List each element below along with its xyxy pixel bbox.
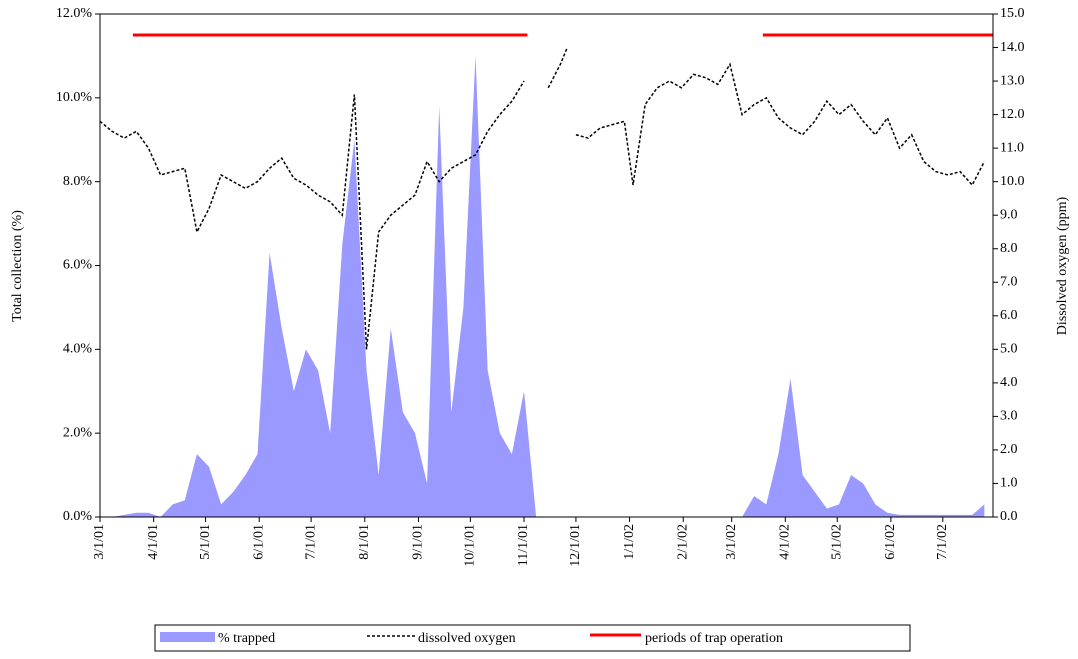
x-tick-label: 9/1/01	[411, 524, 426, 560]
y2-axis-title: Dissolved oxygen (ppm)	[1055, 196, 1070, 335]
y2-tick-label: 10.0	[1000, 174, 1025, 189]
x-tick-label: 12/1/01	[568, 524, 583, 567]
x-tick-label: 5/1/01	[198, 524, 213, 560]
y2-tick-label: 12.0	[1000, 107, 1025, 122]
y2-tick-label: 2.0	[1000, 442, 1018, 457]
y2-tick-label: 11.0	[1000, 140, 1024, 155]
x-tick-label: 7/1/02	[935, 524, 950, 560]
legend-label: periods of trap operation	[645, 631, 783, 646]
y2-tick-label: 15.0	[1000, 6, 1025, 21]
y-tick-label: 0.0%	[63, 509, 93, 524]
y2-tick-label: 13.0	[1000, 73, 1025, 88]
y2-tick-label: 5.0	[1000, 342, 1018, 357]
area	[100, 55, 985, 518]
y-tick-label: 6.0%	[63, 258, 93, 273]
x-tick-label: 6/1/02	[883, 524, 898, 560]
x-tick-label: 6/1/01	[251, 524, 266, 560]
y-tick-label: 12.0%	[56, 6, 93, 21]
x-tick-label: 5/1/02	[829, 524, 844, 560]
y2-tick-label: 8.0	[1000, 241, 1018, 256]
y2-tick-label: 7.0	[1000, 274, 1018, 289]
y2-tick-label: 9.0	[1000, 207, 1018, 222]
y2-tick-label: 14.0	[1000, 40, 1025, 55]
x-tick-label: 1/1/02	[622, 524, 637, 560]
y2-tick-label: 0.0	[1000, 509, 1018, 524]
legend-label: dissolved oxygen	[418, 631, 516, 646]
y2-tick-label: 4.0	[1000, 375, 1018, 390]
x-tick-label: 4/1/01	[146, 524, 161, 560]
x-tick-label: 10/1/01	[463, 524, 478, 567]
x-tick-label: 3/1/01	[92, 524, 107, 560]
line	[99, 47, 986, 350]
y-tick-label: 4.0%	[63, 342, 93, 357]
y-axis-title: Total collection (%)	[10, 210, 25, 322]
x-tick-label: 8/1/01	[357, 524, 372, 560]
y2-tick-label: 1.0	[1000, 476, 1018, 491]
y-tick-label: 2.0%	[63, 425, 93, 440]
plot-frame	[99, 13, 994, 518]
x-tick-label: 3/1/02	[724, 524, 739, 560]
legend-box	[154, 624, 911, 652]
x-tick-label: 11/1/01	[516, 524, 531, 566]
y-tick-label: 10.0%	[56, 90, 93, 105]
x-tick-label: 4/1/02	[778, 524, 793, 560]
legend-label: % trapped	[218, 631, 275, 646]
y-tick-label: 8.0%	[63, 174, 93, 189]
x-tick-label: 7/1/01	[303, 524, 318, 560]
y2-tick-label: 3.0	[1000, 409, 1018, 424]
legend-swatch	[160, 632, 215, 642]
x-tick-label: 2/1/02	[675, 524, 690, 560]
y2-tick-label: 6.0	[1000, 308, 1018, 323]
